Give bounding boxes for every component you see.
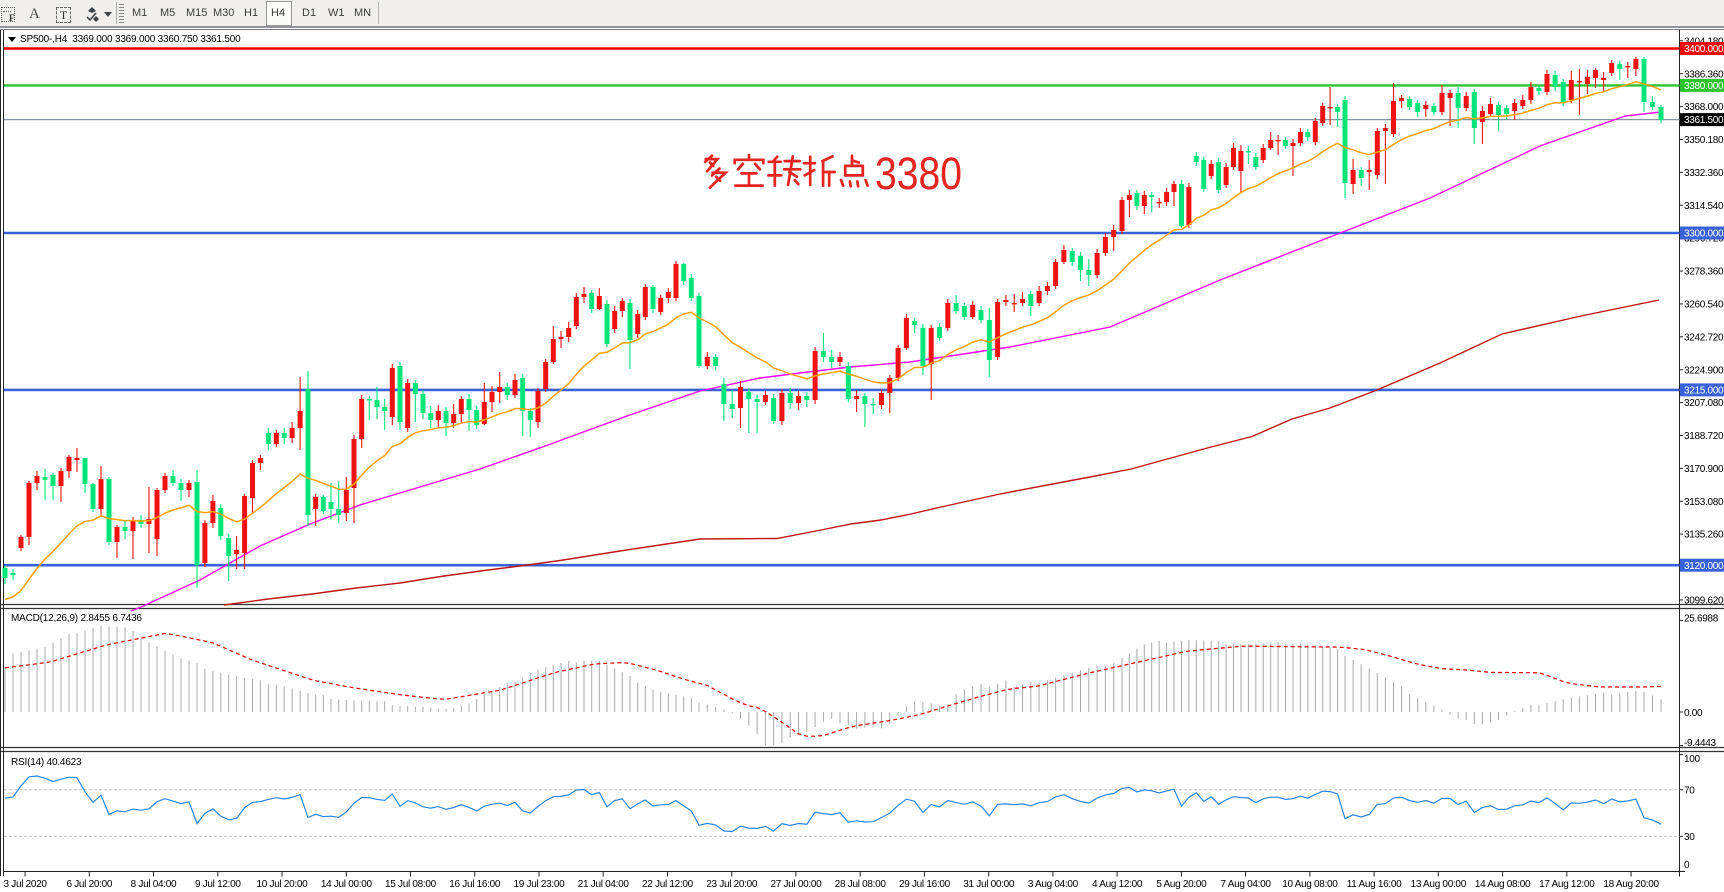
- svg-text:3242.720: 3242.720: [1684, 332, 1724, 343]
- svg-text:3380: 3380: [875, 148, 962, 199]
- svg-text:6 Jul 20:00: 6 Jul 20:00: [66, 879, 112, 890]
- svg-text:3361.500: 3361.500: [1684, 115, 1724, 126]
- svg-text:3386.360: 3386.360: [1684, 69, 1724, 80]
- svg-text:25.6988: 25.6988: [1684, 613, 1719, 624]
- svg-text:9 Jul 12:00: 9 Jul 12:00: [195, 879, 241, 890]
- svg-text:22 Jul 12:00: 22 Jul 12:00: [642, 879, 694, 890]
- svg-text:RSI(14) 40.4623: RSI(14) 40.4623: [11, 757, 82, 768]
- svg-text:29 Jul 16:00: 29 Jul 16:00: [899, 879, 951, 890]
- svg-text:4 Aug 12:00: 4 Aug 12:00: [1092, 879, 1143, 890]
- svg-text:28 Jul 08:00: 28 Jul 08:00: [835, 879, 887, 890]
- svg-text:31 Jul 00:00: 31 Jul 00:00: [963, 879, 1015, 890]
- svg-text:3224.900: 3224.900: [1684, 365, 1724, 376]
- svg-text:70: 70: [1684, 785, 1695, 796]
- svg-text:3188.720: 3188.720: [1684, 431, 1724, 442]
- svg-text:18 Aug 20:00: 18 Aug 20:00: [1603, 879, 1659, 890]
- svg-text:3170.900: 3170.900: [1684, 464, 1724, 475]
- svg-text:3332.360: 3332.360: [1684, 168, 1724, 179]
- svg-text:3099.620: 3099.620: [1684, 596, 1724, 607]
- svg-text:SP500-,H4 3369.000 3369.000 3: SP500-,H4 3369.000 3369.000 3360.750 336…: [20, 34, 241, 45]
- svg-text:3350.180: 3350.180: [1684, 135, 1724, 146]
- svg-text:3400.000: 3400.000: [1684, 44, 1724, 55]
- svg-text:14 Jul 00:00: 14 Jul 00:00: [321, 879, 373, 890]
- svg-text:3368.000: 3368.000: [1684, 102, 1724, 113]
- svg-text:-9.4443: -9.4443: [1684, 738, 1717, 749]
- svg-text:10 Jul 20:00: 10 Jul 20:00: [257, 879, 309, 890]
- svg-text:3404.180: 3404.180: [1684, 36, 1724, 47]
- svg-text:3153.080: 3153.080: [1684, 497, 1724, 508]
- svg-text:16 Jul 16:00: 16 Jul 16:00: [449, 879, 501, 890]
- svg-text:19 Jul 23:00: 19 Jul 23:00: [514, 879, 566, 890]
- svg-text:13 Aug 00:00: 13 Aug 00:00: [1411, 879, 1467, 890]
- svg-text:100: 100: [1684, 754, 1701, 765]
- svg-text:3120.000: 3120.000: [1684, 561, 1724, 572]
- svg-text:3207.080: 3207.080: [1684, 398, 1724, 409]
- svg-text:3135.260: 3135.260: [1684, 530, 1724, 541]
- svg-text:10 Aug 08:00: 10 Aug 08:00: [1282, 879, 1338, 890]
- svg-text:3300.000: 3300.000: [1684, 229, 1724, 240]
- svg-text:0: 0: [1684, 860, 1690, 871]
- svg-text:17 Aug 12:00: 17 Aug 12:00: [1539, 879, 1595, 890]
- svg-text:3278.360: 3278.360: [1684, 267, 1724, 278]
- svg-text:11 Aug 16:00: 11 Aug 16:00: [1347, 879, 1402, 890]
- svg-text:3260.540: 3260.540: [1684, 300, 1724, 311]
- svg-text:0.00: 0.00: [1684, 708, 1703, 719]
- svg-text:8 Jul 04:00: 8 Jul 04:00: [131, 879, 177, 890]
- svg-text:3380.000: 3380.000: [1684, 81, 1724, 92]
- svg-text:3 Aug 04:00: 3 Aug 04:00: [1028, 879, 1079, 890]
- svg-text:30: 30: [1684, 832, 1695, 843]
- svg-text:21 Jul 04:00: 21 Jul 04:00: [578, 879, 630, 890]
- svg-text:7 Aug 04:00: 7 Aug 04:00: [1221, 879, 1272, 890]
- svg-text:3215.000: 3215.000: [1684, 386, 1724, 397]
- svg-text:27 Jul 00:00: 27 Jul 00:00: [770, 879, 822, 890]
- svg-text:14 Aug 08:00: 14 Aug 08:00: [1475, 879, 1531, 890]
- svg-text:3314.540: 3314.540: [1684, 201, 1724, 212]
- svg-text:15 Jul 08:00: 15 Jul 08:00: [385, 879, 437, 890]
- svg-text:23 Jul 20:00: 23 Jul 20:00: [706, 879, 758, 890]
- svg-text:5 Aug 20:00: 5 Aug 20:00: [1156, 879, 1207, 890]
- svg-text:MACD(12,26,9) 2.8455 6.7436: MACD(12,26,9) 2.8455 6.7436: [11, 613, 142, 624]
- svg-text:3 Jul 2020: 3 Jul 2020: [4, 879, 48, 890]
